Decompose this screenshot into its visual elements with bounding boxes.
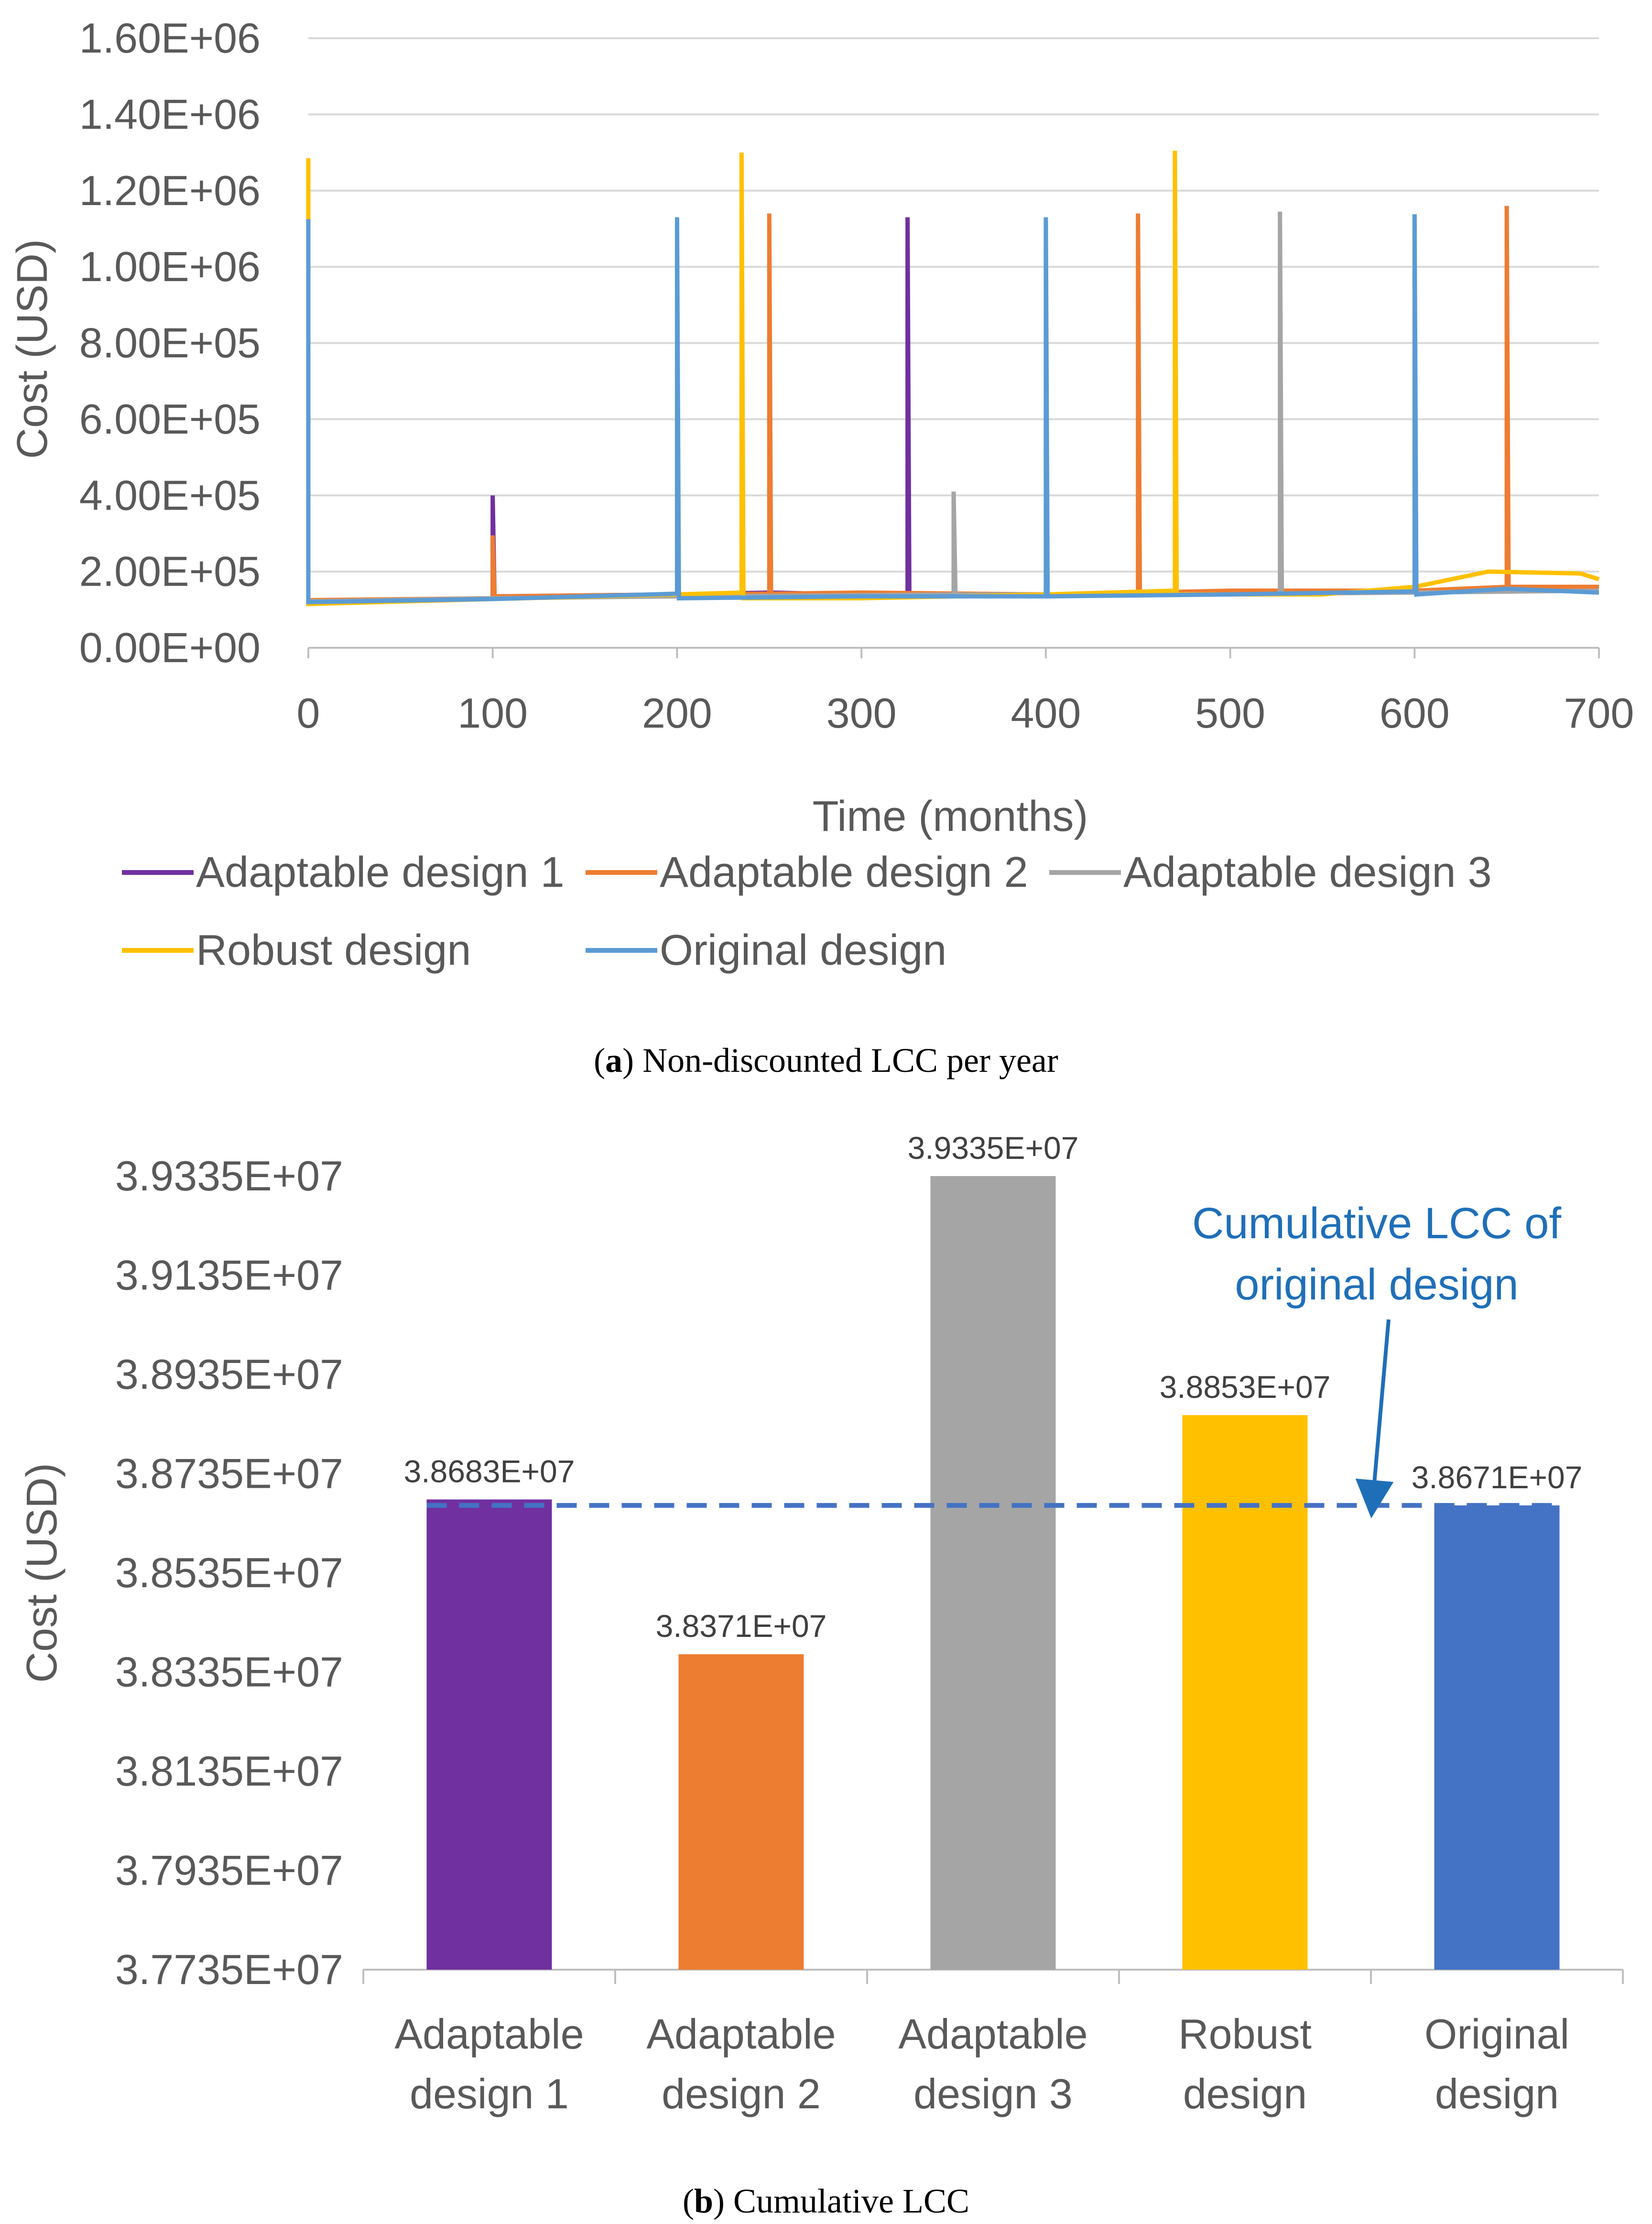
bar (1182, 1415, 1308, 1970)
caption-b: (b) Cumulative LCC (683, 2182, 969, 2220)
legend-label: Original design (660, 927, 946, 974)
x-axis (307, 647, 1600, 658)
annotation: Cumulative LCC of original design (1192, 1199, 1562, 1309)
x-tick-labels: 0 100 200 300 400 500 600 700 (297, 689, 1634, 737)
x-tick-label: Adaptable (394, 2010, 584, 2058)
y-tick-label: 3.8135E+07 (115, 1747, 343, 1795)
y-tick-label: 3.9135E+07 (115, 1252, 343, 1299)
x-tick-label: 300 (826, 689, 897, 737)
x-tick-label: design 3 (913, 2070, 1073, 2117)
y-axis-title: Cost (USD) (9, 239, 56, 459)
x-tick-label: design (1435, 2070, 1559, 2117)
y-gridlines (308, 37, 1599, 649)
caption-a-letter: a (605, 1041, 622, 1079)
x-tick-label: 700 (1564, 689, 1634, 737)
x-tick-label: design (1183, 2070, 1307, 2117)
y-tick-label: 1.20E+06 (79, 167, 261, 214)
x-tick-label: design 1 (410, 2070, 569, 2117)
x-tick-label: Original (1424, 2010, 1569, 2058)
x-tick-label: Adaptable (898, 2010, 1087, 2058)
bar (426, 1499, 552, 1970)
caption-b-letter: b (694, 2182, 713, 2220)
x-axis (362, 1969, 1624, 1984)
bar-value-labels: 3.8683E+07 3.8371E+07 3.9335E+07 3.8853E+07… (404, 1130, 1583, 1644)
bar (930, 1176, 1056, 1970)
caption-b-text: Cumulative LCC (733, 2182, 969, 2220)
legend: Adaptable design 1 Adaptable design 2 Adap… (122, 849, 1492, 974)
x-axis-title: Time (months) (813, 793, 1088, 840)
x-tick-label: Robust (1178, 2010, 1312, 2058)
y-tick-label: 1.00E+06 (79, 243, 261, 290)
x-tick-labels: Adaptable design 1 Adaptable design 2 Adapta… (394, 2010, 1569, 2117)
x-tick-label: design 2 (662, 2070, 821, 2117)
y-axis-title: Cost (USD) (18, 1463, 66, 1683)
series-line (308, 211, 1599, 604)
bar-value-label: 3.8853E+07 (1160, 1369, 1331, 1405)
bar (678, 1654, 804, 1970)
annotation-text: Cumulative LCC of (1192, 1199, 1562, 1248)
x-tick-label: 600 (1380, 689, 1450, 737)
y-tick-label: 1.40E+06 (79, 90, 261, 138)
x-tick-label: 500 (1195, 689, 1265, 737)
x-tick-label: 200 (642, 689, 712, 737)
y-tick-label: 2.00E+05 (79, 548, 261, 595)
line-chart: 0.00E+00 2.00E+05 4.00E+05 6.00E+05 8.00E+05… (9, 14, 1634, 1079)
y-tick-label: 3.8535E+07 (115, 1549, 343, 1596)
y-tick-label: 3.7735E+07 (115, 1946, 343, 1993)
caption-a: (a) Non-discounted LCC per year (594, 1041, 1058, 1079)
y-tick-label: 3.8335E+07 (115, 1648, 343, 1696)
bar (1434, 1505, 1560, 1970)
y-tick-label: 4.00E+05 (79, 471, 261, 519)
caption-a-text: Non-discounted LCC per year (642, 1041, 1058, 1079)
legend-label: Adaptable design 1 (196, 849, 565, 896)
y-tick-labels: 3.7735E+07 3.7935E+07 3.8135E+07 3.8335E+07… (115, 1152, 343, 1993)
legend-label: Adaptable design 2 (660, 849, 1028, 896)
series-line (306, 214, 1599, 604)
bars (426, 1176, 1560, 1970)
bar-value-label: 3.8671E+07 (1412, 1460, 1583, 1495)
annotation-text: original design (1235, 1260, 1518, 1309)
y-tick-labels: 0.00E+00 2.00E+05 4.00E+05 6.00E+05 8.00E+05… (79, 14, 261, 671)
x-tick-label: Adaptable (646, 2010, 836, 2058)
y-tick-label: 0.00E+00 (79, 624, 261, 671)
y-tick-label: 3.7935E+07 (115, 1847, 343, 1894)
y-tick-label: 3.8935E+07 (115, 1351, 343, 1398)
x-tick-label: 100 (457, 689, 528, 737)
bar-chart: 3.7735E+07 3.7935E+07 3.8135E+07 3.8335E+07… (18, 1130, 1624, 2220)
bar-value-label: 3.9335E+07 (908, 1130, 1079, 1166)
annotation-arrow (1355, 1319, 1394, 1518)
legend-label: Robust design (196, 927, 471, 974)
y-tick-label: 8.00E+05 (79, 319, 261, 367)
legend-label: Adaptable design 3 (1123, 849, 1492, 896)
y-tick-label: 1.60E+06 (79, 14, 261, 62)
x-tick-label: 400 (1011, 689, 1081, 737)
y-tick-label: 3.9335E+07 (115, 1152, 343, 1199)
series-lines (306, 151, 1600, 607)
bar-value-label: 3.8683E+07 (404, 1453, 575, 1489)
y-tick-label: 3.8735E+07 (115, 1450, 343, 1497)
x-tick-label: 0 (297, 689, 320, 737)
bar-value-label: 3.8371E+07 (656, 1608, 827, 1644)
y-tick-label: 6.00E+05 (79, 395, 261, 443)
